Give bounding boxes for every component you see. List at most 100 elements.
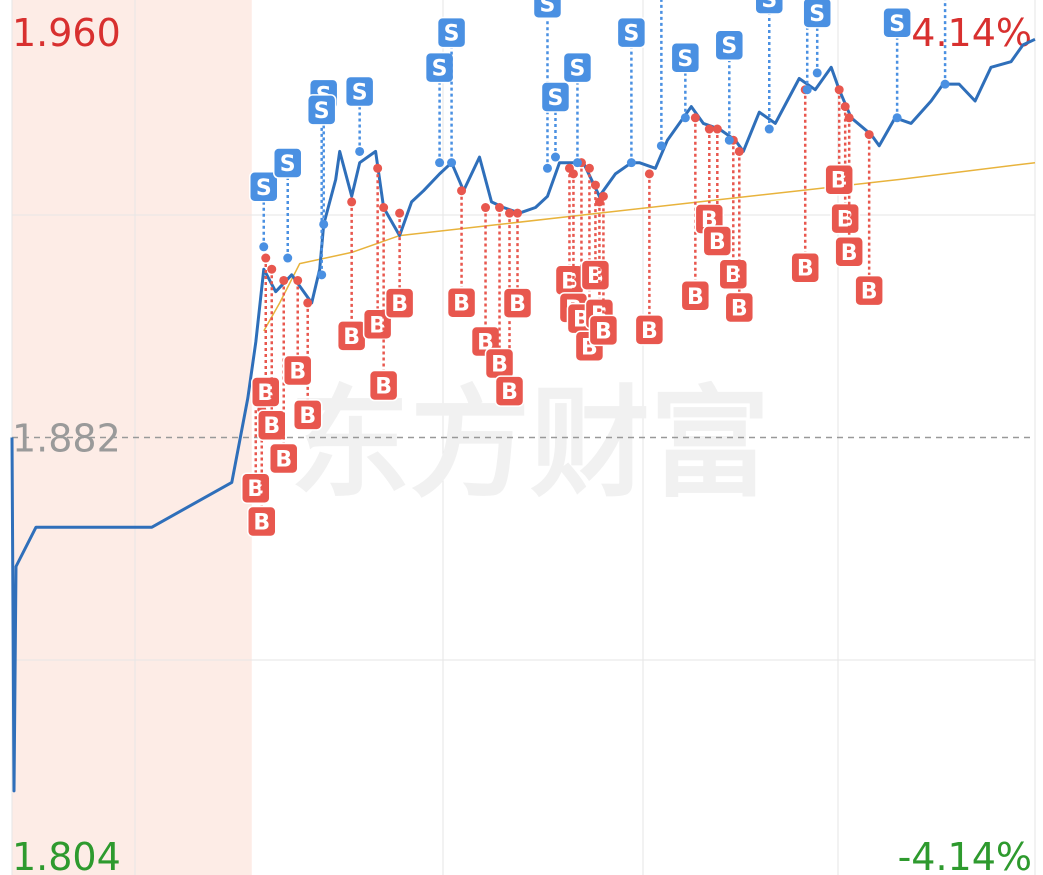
marker-point — [259, 242, 269, 252]
marker-box — [754, 0, 785, 15]
marker-point — [283, 253, 293, 263]
marker-box — [616, 16, 647, 49]
marker-box — [680, 280, 711, 312]
marker-box — [502, 287, 533, 319]
marker-point — [598, 191, 608, 201]
watermark: 东方财富 — [290, 375, 770, 514]
marker-label: B — [263, 414, 280, 439]
marker-point — [844, 113, 854, 123]
marker-point — [495, 203, 505, 213]
y-tick-label: 1.882 — [12, 417, 121, 461]
marker-box — [282, 354, 313, 387]
marker-box — [702, 225, 733, 257]
marker-label: S — [540, 0, 556, 17]
y-tick-label: 1.804 — [12, 835, 121, 875]
marker-box — [802, 0, 832, 29]
marker-point — [317, 270, 327, 280]
marker-label: B — [641, 319, 658, 344]
marker-label: S — [256, 176, 272, 201]
marker-box — [854, 274, 884, 307]
marker-label: B — [725, 263, 742, 288]
y2-tick-label: -4.14% — [898, 835, 1032, 875]
marker-box — [384, 287, 415, 319]
marker-label: B — [509, 292, 526, 317]
marker-point — [435, 158, 445, 168]
marker-label: B — [501, 380, 518, 405]
marker-label: B — [299, 404, 316, 429]
y-tick-label: 1.960 — [12, 11, 121, 55]
marker-label: B — [391, 292, 408, 317]
marker-point — [724, 135, 734, 145]
marker-point — [267, 264, 277, 274]
marker-label: B — [453, 292, 470, 317]
marker-point — [505, 208, 515, 218]
marker-box — [882, 7, 912, 39]
marker-point — [373, 163, 383, 173]
marker-point — [644, 169, 654, 179]
marker-label: S — [570, 57, 586, 82]
marker-point — [355, 146, 365, 156]
marker-label: B — [247, 477, 264, 502]
marker-box — [446, 286, 477, 319]
marker-label: S — [889, 12, 905, 37]
marker-label: S — [721, 34, 737, 59]
marker-box — [532, 0, 563, 20]
marker-label: B — [841, 241, 858, 266]
marker-box — [724, 291, 755, 324]
marker-box — [670, 42, 701, 74]
marker-point — [481, 203, 491, 213]
marker-label: S — [280, 152, 296, 177]
marker-label: B — [595, 319, 612, 344]
marker-box — [306, 94, 337, 126]
marker-point — [712, 124, 722, 134]
marker-point — [395, 208, 405, 218]
marker-point — [447, 158, 457, 168]
marker-point — [680, 113, 690, 123]
marker-label: B — [257, 381, 274, 406]
marker-box — [249, 171, 279, 203]
marker-label: B — [587, 264, 604, 289]
marker-point — [550, 152, 560, 162]
marker-box — [268, 442, 299, 475]
marker-point — [892, 113, 902, 123]
marker-box — [714, 29, 745, 61]
marker-label: B — [709, 230, 726, 255]
marker-point — [626, 158, 636, 168]
marker-point — [812, 68, 822, 78]
marker-point — [840, 102, 850, 112]
marker-box — [272, 147, 303, 179]
marker-point — [572, 158, 582, 168]
marker-point — [279, 275, 289, 285]
marker-label: B — [491, 353, 508, 378]
marker-point — [864, 130, 874, 140]
marker-point — [802, 85, 812, 95]
marker-point — [940, 79, 950, 89]
marker-point — [513, 208, 523, 218]
marker-label: B — [343, 325, 360, 350]
marker-label: S — [444, 22, 460, 47]
marker-box — [247, 505, 277, 538]
marker-box — [256, 409, 287, 441]
marker-label: B — [369, 313, 386, 338]
y2-tick-label: 4.14% — [911, 11, 1032, 55]
marker-label: B — [275, 447, 292, 472]
marker-box — [834, 236, 864, 268]
marker-label: B — [561, 269, 578, 294]
marker-point — [542, 163, 552, 173]
marker-label: S — [432, 57, 448, 82]
marker-point — [734, 146, 744, 156]
marker-box — [830, 202, 860, 235]
marker-box — [634, 314, 665, 346]
marker-label: B — [731, 296, 748, 321]
marker-point — [568, 169, 578, 179]
marker-label: S — [314, 99, 330, 124]
marker-label: S — [623, 22, 639, 47]
marker-label: S — [809, 2, 825, 27]
marker-point — [584, 163, 594, 173]
marker-label: B — [687, 285, 704, 310]
marker-point — [303, 298, 313, 308]
marker-point — [656, 141, 666, 151]
marker-point — [704, 124, 714, 134]
marker-label: S — [548, 86, 564, 111]
